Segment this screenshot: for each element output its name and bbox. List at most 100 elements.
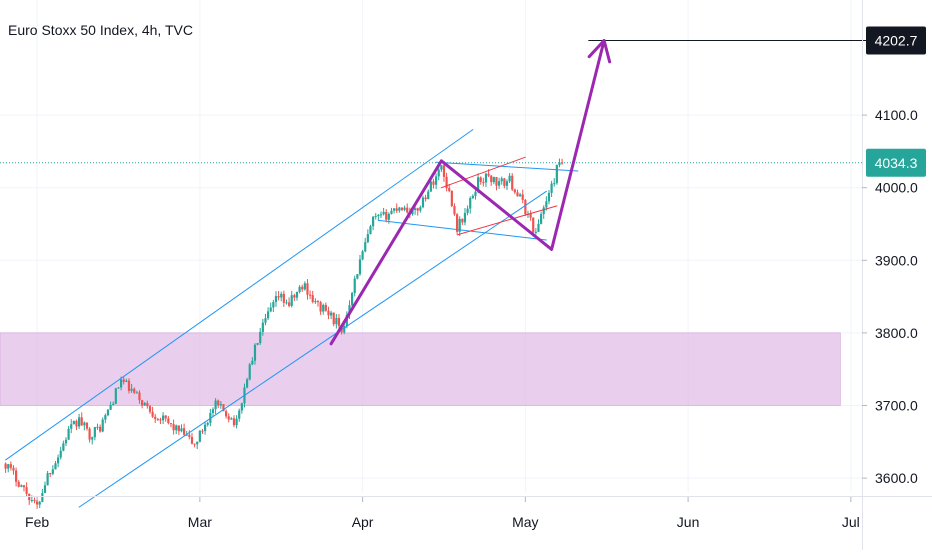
candle-body xyxy=(463,212,467,223)
candle-body xyxy=(503,178,506,186)
candle-body xyxy=(59,450,62,458)
candle-body xyxy=(83,422,86,426)
candle-body xyxy=(511,175,514,190)
candle-body xyxy=(298,286,301,292)
candle-body xyxy=(259,331,262,344)
candle-body xyxy=(25,487,28,494)
candle-body xyxy=(534,231,537,233)
candle-body xyxy=(303,283,306,290)
candle-body xyxy=(377,214,380,217)
current-price-badge xyxy=(866,148,926,177)
candle-body xyxy=(67,428,70,440)
candle-body xyxy=(516,192,519,197)
candle-body xyxy=(20,485,23,487)
support-zone[interactable] xyxy=(0,332,841,406)
candle-body xyxy=(38,501,41,505)
support-zone-rect[interactable] xyxy=(0,332,841,406)
candle-body xyxy=(109,405,112,410)
channel-upper-line[interactable] xyxy=(5,129,474,461)
candle-body xyxy=(225,411,228,417)
candle-body xyxy=(104,415,107,420)
candle-body xyxy=(445,176,448,189)
candle-body xyxy=(372,216,375,227)
candle-body xyxy=(322,304,325,312)
candle-body xyxy=(387,213,390,220)
current-price-label: 4034.3 xyxy=(875,155,918,171)
candle-body xyxy=(54,463,57,470)
candle-body xyxy=(519,194,522,197)
candle-body xyxy=(36,500,39,505)
candle-body xyxy=(206,422,209,425)
candle-body xyxy=(43,485,47,493)
flag-upper-line[interactable] xyxy=(435,161,579,172)
candle-body xyxy=(537,223,540,232)
candle-body xyxy=(437,169,440,177)
candle-body xyxy=(64,439,68,444)
wedge-upper-line[interactable] xyxy=(440,156,526,189)
flag-lower-line[interactable] xyxy=(377,219,547,241)
candle-body xyxy=(495,177,498,186)
candle-body xyxy=(148,406,152,412)
time-tick-label: Feb xyxy=(25,514,49,530)
candle-body xyxy=(230,418,233,420)
candle-body xyxy=(545,201,548,208)
candle-body xyxy=(159,419,162,421)
drawing-tools[interactable] xyxy=(0,39,870,508)
candle-body xyxy=(72,420,75,425)
candle-body xyxy=(114,388,117,404)
candle-body xyxy=(88,428,91,440)
candle-body xyxy=(12,467,15,471)
candle-body xyxy=(561,162,564,164)
candle-body xyxy=(154,416,157,420)
candle-body xyxy=(393,208,396,211)
candle-body xyxy=(46,473,49,486)
candle-body xyxy=(343,326,346,333)
candle-body xyxy=(332,312,335,325)
candle-body xyxy=(553,183,556,185)
candle-body xyxy=(222,404,225,412)
price-tick-label: 3700.0 xyxy=(875,398,918,414)
candle-body xyxy=(227,416,230,420)
target-price-label: 4202.7 xyxy=(875,33,918,49)
time-tick-label: Apr xyxy=(352,514,374,530)
candle-body xyxy=(440,165,443,170)
channel-lower-line[interactable] xyxy=(78,190,547,508)
candle-body xyxy=(293,295,296,298)
candle-body xyxy=(421,197,425,208)
candle-body xyxy=(337,317,341,326)
candle-body xyxy=(49,473,52,475)
candle-body xyxy=(369,226,372,235)
candle-body xyxy=(106,409,110,416)
candle-body xyxy=(558,162,561,166)
candle-body xyxy=(324,304,327,311)
candle-body xyxy=(238,410,241,419)
candle-body xyxy=(351,293,354,306)
candle-body xyxy=(214,400,217,410)
candle-body xyxy=(235,418,238,426)
candle-body xyxy=(424,197,427,200)
candle-body xyxy=(143,403,146,406)
wedge-lower-line[interactable] xyxy=(456,205,558,236)
candle-body xyxy=(364,242,367,252)
candlestick-series xyxy=(4,158,564,509)
candle-body xyxy=(403,207,406,210)
time-tick-label: Jun xyxy=(677,514,700,530)
projection-path[interactable] xyxy=(329,39,606,346)
candle-body xyxy=(162,415,165,421)
candle-body xyxy=(461,218,464,223)
candle-body xyxy=(70,424,73,429)
candle-body xyxy=(521,194,524,200)
candle-body xyxy=(290,295,293,306)
candle-body xyxy=(125,380,128,382)
candle-body xyxy=(306,283,309,295)
candle-body xyxy=(41,492,44,502)
candle-body xyxy=(246,379,249,388)
candle-body xyxy=(435,176,438,185)
candle-body xyxy=(484,173,488,183)
candle-body xyxy=(361,251,364,260)
candle-body xyxy=(382,211,385,215)
